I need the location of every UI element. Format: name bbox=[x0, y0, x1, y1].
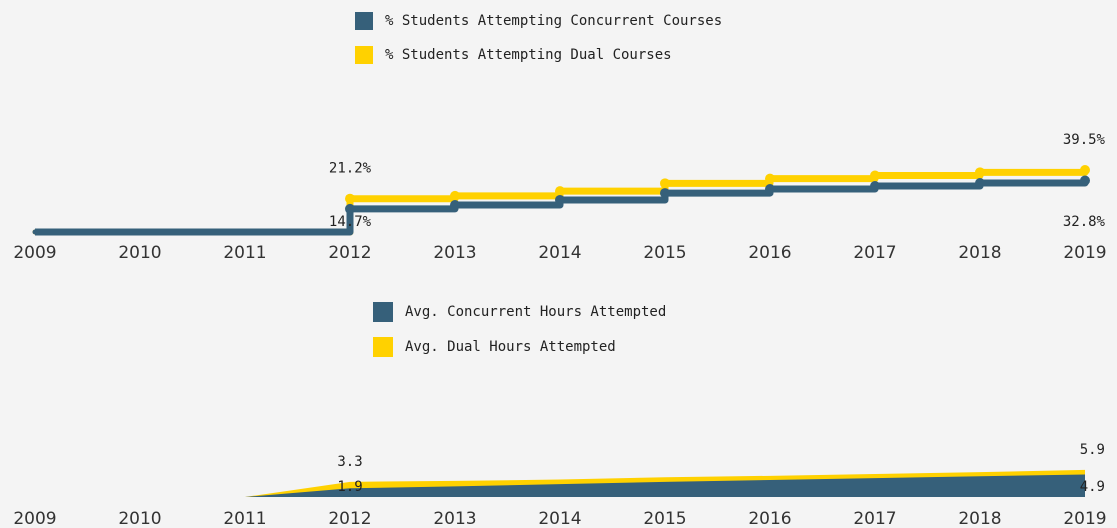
data-label: 32.8% bbox=[1063, 214, 1106, 230]
data-label: 14.7% bbox=[329, 214, 372, 230]
x-tick-label: 2017 bbox=[853, 509, 896, 528]
x-tick-label: 2010 bbox=[118, 243, 161, 263]
data-label: 21.2% bbox=[329, 161, 372, 177]
point bbox=[555, 194, 565, 205]
legend-swatch bbox=[373, 337, 393, 357]
x-tick-label: 2014 bbox=[538, 243, 581, 263]
legend-swatch bbox=[355, 12, 373, 30]
legend-swatch bbox=[373, 302, 393, 322]
point bbox=[975, 178, 985, 189]
point bbox=[1080, 175, 1090, 186]
data-label: 1.9 bbox=[337, 479, 362, 495]
point bbox=[450, 199, 460, 210]
legend-label: % Students Attempting Concurrent Courses bbox=[385, 13, 722, 29]
x-tick-label: 2013 bbox=[433, 509, 476, 528]
x-tick-label: 2010 bbox=[118, 509, 161, 528]
x-tick-label: 2009 bbox=[13, 509, 56, 528]
point bbox=[660, 178, 670, 189]
point bbox=[345, 203, 355, 214]
x-tick-label: 2012 bbox=[328, 243, 371, 263]
x-tick-label: 2017 bbox=[853, 243, 896, 263]
x-tick-label: 2015 bbox=[643, 243, 686, 263]
point bbox=[870, 170, 880, 181]
x-tick-label: 2019 bbox=[1063, 243, 1106, 263]
area bbox=[245, 474, 1085, 497]
legend-label: Avg. Dual Hours Attempted bbox=[405, 339, 616, 355]
data-label: 5.9 bbox=[1080, 442, 1105, 458]
point bbox=[765, 173, 775, 184]
point bbox=[765, 183, 775, 194]
point bbox=[32, 229, 38, 235]
point bbox=[870, 180, 880, 191]
x-tick-label: 2018 bbox=[958, 509, 1001, 528]
point bbox=[345, 193, 355, 204]
x-tick-label: 2016 bbox=[748, 509, 791, 528]
x-tick-label: 2011 bbox=[223, 509, 266, 528]
point bbox=[242, 229, 248, 235]
point bbox=[137, 229, 143, 235]
point bbox=[660, 188, 670, 199]
x-tick-label: 2015 bbox=[643, 509, 686, 528]
x-tick-label: 2009 bbox=[13, 243, 56, 263]
point bbox=[555, 186, 565, 197]
legend-label: Avg. Concurrent Hours Attempted bbox=[405, 304, 666, 320]
point bbox=[975, 167, 985, 178]
x-tick-label: 2013 bbox=[433, 243, 476, 263]
x-tick-label: 2014 bbox=[538, 509, 581, 528]
x-tick-label: 2012 bbox=[328, 509, 371, 528]
x-tick-label: 2011 bbox=[223, 243, 266, 263]
x-tick-label: 2016 bbox=[748, 243, 791, 263]
point bbox=[450, 190, 460, 201]
legend-label: % Students Attempting Dual Courses bbox=[385, 47, 672, 63]
point bbox=[1080, 164, 1090, 175]
data-label: 39.5% bbox=[1063, 132, 1106, 148]
data-label: 3.3 bbox=[337, 454, 362, 470]
x-tick-label: 2018 bbox=[958, 243, 1001, 263]
legend-swatch bbox=[355, 46, 373, 64]
data-label: 4.9 bbox=[1080, 479, 1105, 495]
x-tick-label: 2019 bbox=[1063, 509, 1106, 528]
